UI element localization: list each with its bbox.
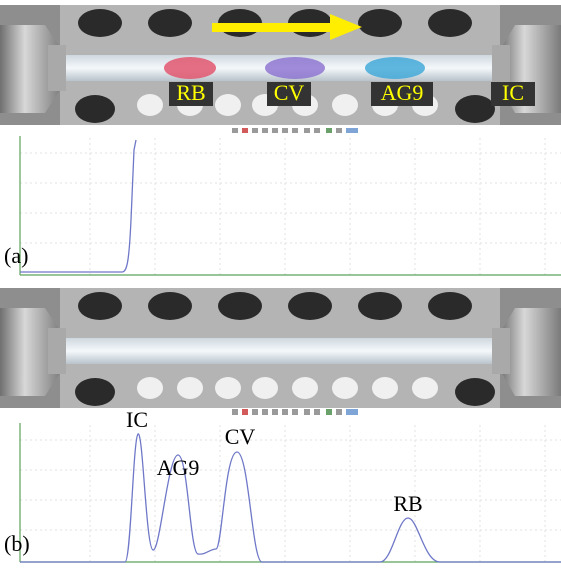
chromatogram-trace (20, 433, 561, 563)
tag-bg (267, 82, 311, 106)
panel-label: (b) (4, 531, 30, 556)
tag-bg (491, 82, 535, 106)
tag-bg (169, 82, 213, 106)
peak-label: AG9 (157, 455, 200, 480)
column-photo (0, 288, 561, 408)
peak-label: RB (393, 491, 422, 516)
column-label: RB (176, 80, 205, 105)
chromatogram-area (0, 132, 561, 284)
panel-b: IC AG9 CV RB (b) (0, 288, 561, 568)
peak-label: IC (126, 407, 148, 432)
band-cv (265, 57, 325, 79)
chromatogram-trace (20, 139, 137, 273)
flow-arrow (212, 14, 362, 40)
column-label: CV (274, 80, 305, 105)
panel-a: RB CV AG9 IC (a) (0, 5, 561, 284)
band-ag9 (365, 57, 425, 79)
band-rb (164, 57, 216, 79)
toolbar (232, 409, 358, 415)
column-label: IC (502, 80, 524, 105)
peak-label: CV (225, 424, 256, 449)
panel-label: (a) (4, 243, 28, 268)
column-label: AG9 (381, 80, 424, 105)
tag-bg (371, 82, 433, 106)
chromatogram-area (0, 419, 561, 568)
